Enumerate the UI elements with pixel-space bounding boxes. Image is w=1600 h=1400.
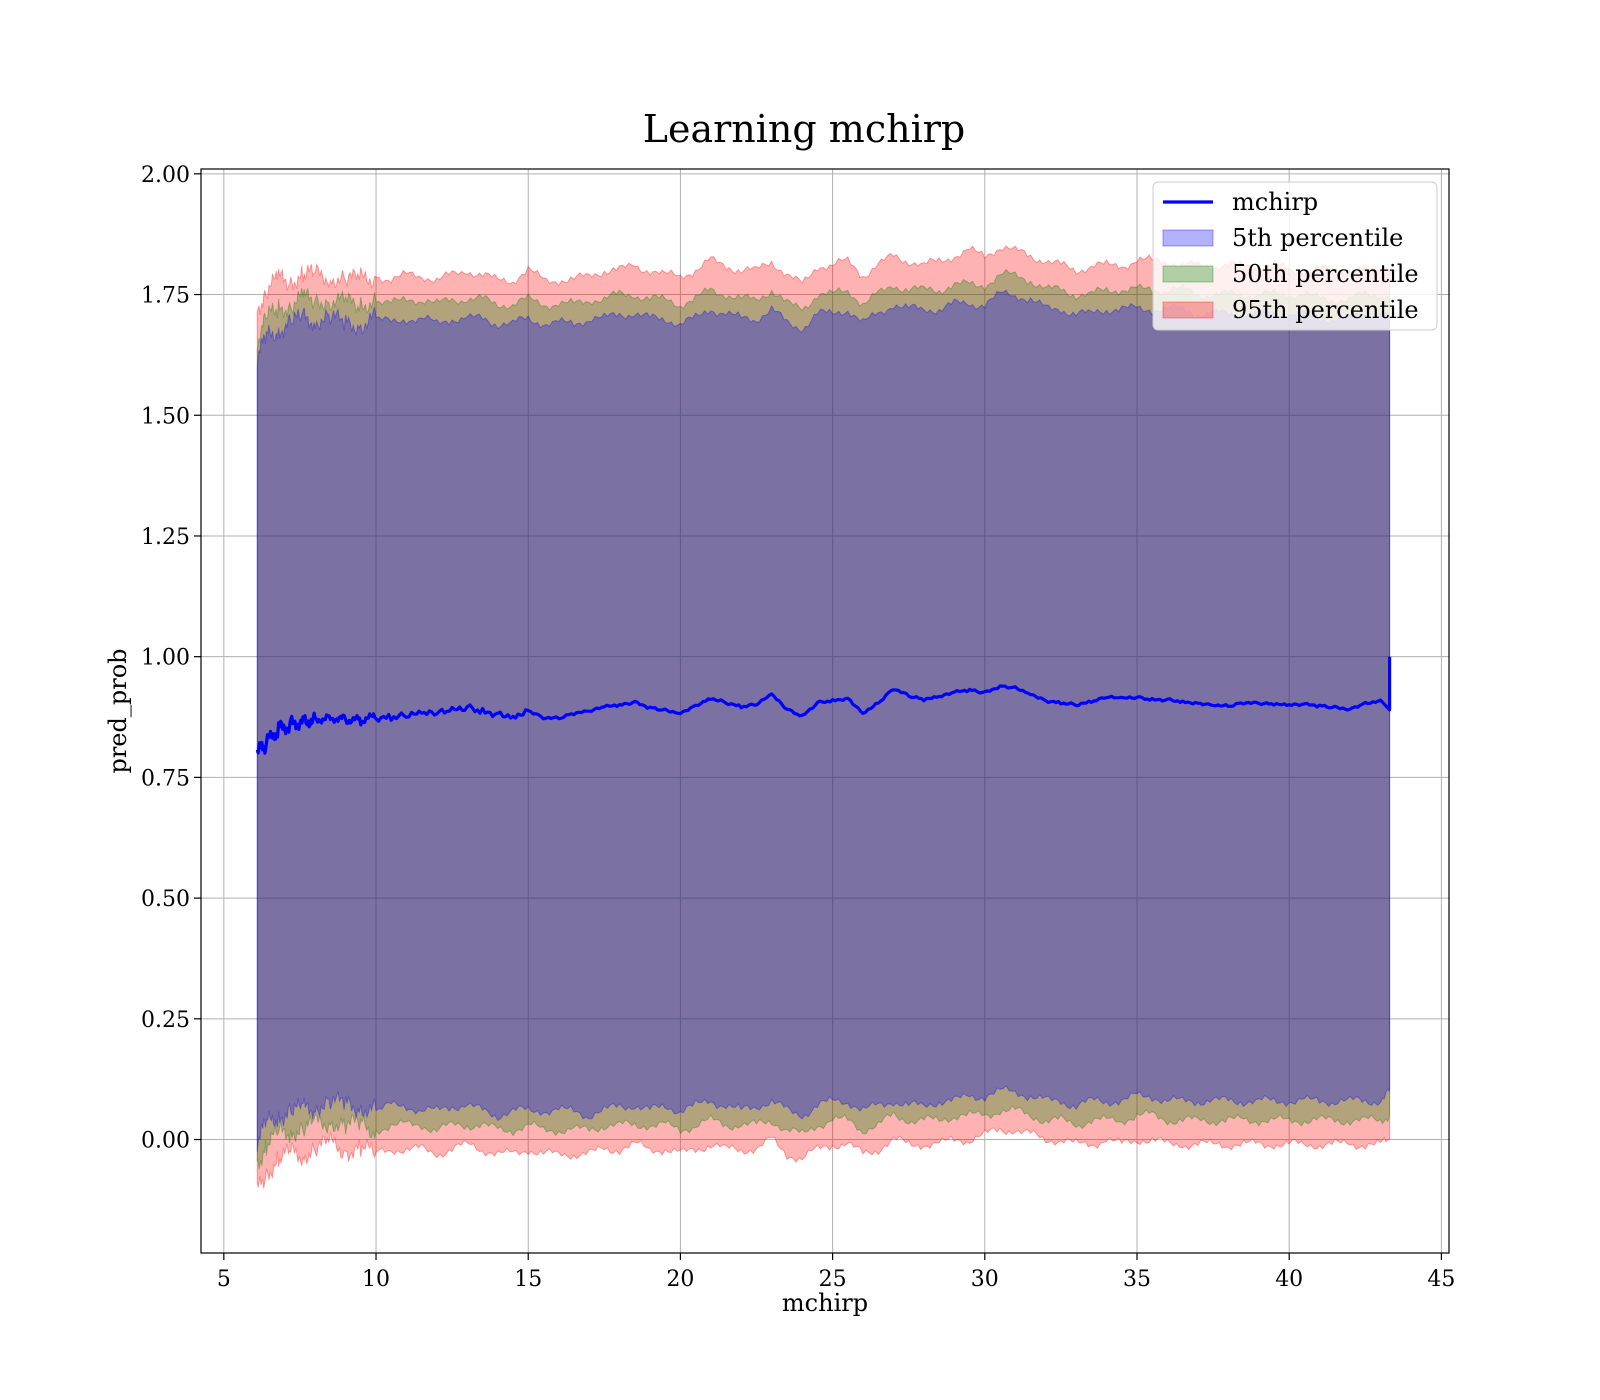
- plot-frame: [200, 168, 1450, 1254]
- y-axis-label: pred_prob: [104, 648, 132, 773]
- x-tick-label-1: 10: [362, 1267, 390, 1292]
- band-50th-percentile: [256, 268, 1391, 1170]
- x-tick-label-7: 40: [1275, 1267, 1303, 1292]
- legend-box: [1152, 181, 1438, 331]
- x-tick-label-6: 35: [1123, 1267, 1151, 1292]
- y-tick-label-5: 1.25: [141, 525, 190, 550]
- y-axis-ticks: 0.00 0.25 0.50 0.75 1.00 1.25 1.50 1.75 2.00: [141, 163, 201, 1154]
- legend-swatch-band: [1162, 301, 1214, 319]
- y-tick-label-6: 1.50: [141, 404, 190, 429]
- line-series-mchirp: [255, 656, 1392, 755]
- y-tick-label-3: 0.75: [141, 766, 190, 791]
- legend-label: 95th percentile: [1232, 296, 1419, 324]
- series-lines: [255, 656, 1392, 755]
- y-tick-label-4: 1.00: [141, 646, 190, 671]
- legend: mchirp 5th percentile 50th percentile 95th …: [1152, 181, 1438, 331]
- x-axis-ticks: 5 10 15 20 25 30 35 40 45: [217, 1253, 1455, 1292]
- y-tick-label-0: 0.00: [141, 1129, 190, 1154]
- x-tick-label-2: 15: [514, 1267, 542, 1292]
- x-tick-label-3: 20: [666, 1267, 694, 1292]
- x-tick-label-8: 45: [1427, 1267, 1455, 1292]
- band-95th-percentile: [256, 245, 1391, 1189]
- band-5th-percentile: [256, 289, 1391, 1152]
- x-axis-label: mchirp: [782, 1289, 868, 1317]
- x-tick-label-4: 25: [819, 1267, 847, 1292]
- legend-label: 5th percentile: [1232, 224, 1403, 252]
- x-tick-label-0: 5: [217, 1267, 231, 1292]
- chart-title: Learning mchirp: [643, 107, 965, 151]
- legend-swatch-band: [1162, 229, 1214, 247]
- y-tick-label-7: 1.75: [141, 284, 190, 309]
- x-tick-label-5: 30: [971, 1267, 999, 1292]
- percentile-bands: [256, 245, 1391, 1189]
- y-tick-label-2: 0.50: [141, 887, 190, 912]
- legend-label: 50th percentile: [1232, 260, 1419, 288]
- y-tick-label-8: 2.00: [141, 163, 190, 188]
- legend-swatch-band: [1162, 265, 1214, 283]
- y-tick-label-1: 0.25: [141, 1008, 190, 1033]
- grid: [201, 169, 1449, 1253]
- legend-label: mchirp: [1232, 188, 1318, 216]
